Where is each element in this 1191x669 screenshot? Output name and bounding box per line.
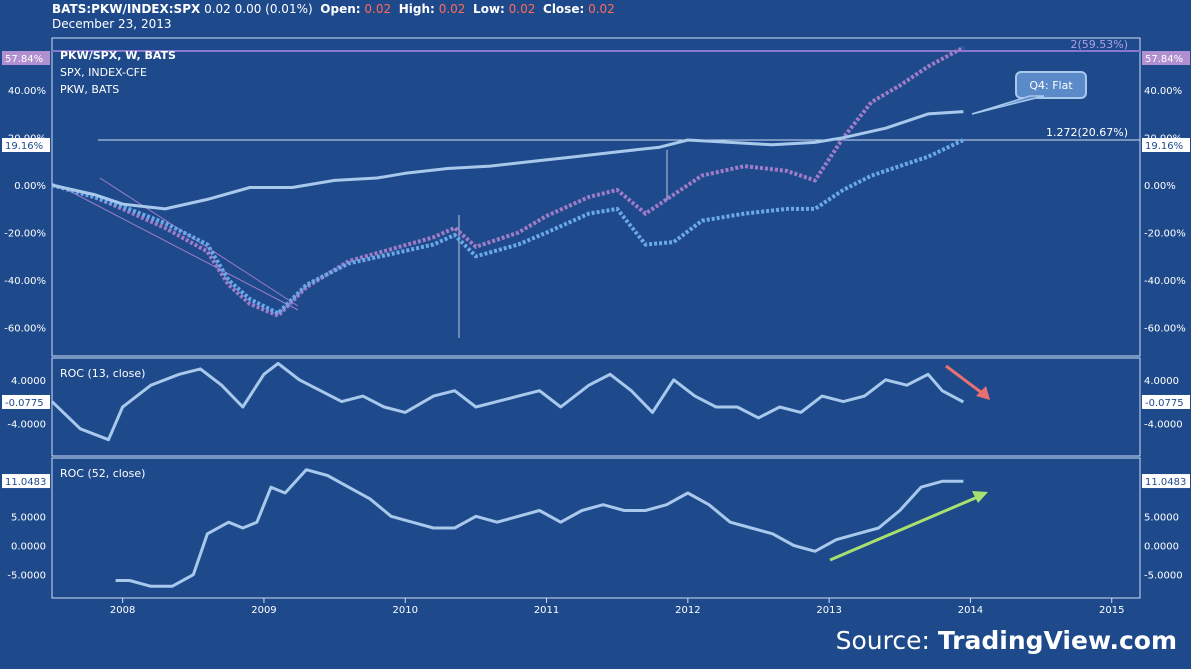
legend-entry: SPX, INDEX-CFE [60,66,147,79]
right-badge-top: 57.84% [1145,54,1183,65]
roc-y-tick-right: 4.0000 [1144,376,1179,387]
x-tick-label: 2011 [534,605,559,616]
x-tick-label: 2013 [816,605,841,616]
red-arrow-head [976,386,990,400]
source-prefix: Source: [835,626,938,655]
roc-y-tick-left: 4.0000 [11,376,46,387]
green-arrow-head [972,491,988,503]
x-tick-label: 2015 [1099,605,1124,616]
last-price: 0.02 [204,2,231,16]
y-tick-label-left: -40.00% [4,276,46,287]
roc-y-tick-left: -5.0000 [7,571,46,582]
legend-entry: PKW, BATS [60,83,119,96]
open-label: Open: [320,2,361,16]
x-tick-label: 2012 [675,605,700,616]
roc-badge-left: -0.0775 [5,398,44,409]
roc-badge-left: 11.0483 [5,477,46,488]
legend-entry: PKW/SPX, W, BATS [60,49,176,62]
fib-label-top: 2(59.53%) [1070,38,1128,51]
roc-line-roc52 [115,468,964,588]
open-value: 0.02 [364,2,392,16]
y-tick-label-left: -20.00% [4,229,46,240]
fib-label-mid: 1.272(20.67%) [1046,126,1128,139]
roc-badge-left-bg [2,474,50,489]
close-label: Close: [543,2,585,16]
series-pkw-purple [51,45,965,319]
green-up-arrow [829,491,988,562]
y-tick-label-right: -20.00% [1144,229,1186,240]
series-ratio-line [51,110,964,211]
x-tick-label: 2009 [251,605,276,616]
source-credit: Source: TradingView.com [836,626,1177,655]
source-brand: TradingView.com [937,626,1177,655]
y-tick-label-right: -40.00% [1144,276,1186,287]
callout-label: Q4: Flat [1029,79,1073,92]
y-tick-label-left: 0.00% [14,181,46,192]
right-badge-mid: 19.16% [1145,141,1183,152]
high-value: 0.02 [438,2,466,16]
left-badge-mid-bg [2,138,50,152]
roc-line-roc13 [50,361,965,442]
trend-line-1 [59,185,299,311]
roc-badge-right: 11.0483 [1145,477,1186,488]
y-tick-label-right: 40.00% [1144,86,1182,97]
roc-y-tick-right: -4.0000 [1144,419,1183,430]
change-pct: (0.01%) [265,2,313,16]
red-down-arrow [945,364,990,400]
right-badge-top-bg [1142,51,1190,65]
panel-frame-roc13 [51,357,1141,457]
low-value: 0.02 [508,2,536,16]
roc-y-tick-left: -4.0000 [7,419,46,430]
change: 0.00 [234,2,262,16]
green-arrow-shaft [829,494,981,562]
roc-y-tick-right: -5.0000 [1144,571,1183,582]
series-spx-blue [51,138,965,316]
date-line: December 23, 2013 [52,17,172,31]
left-badge-mid: 19.16% [5,141,43,152]
y-tick-label-right: 0.00% [1144,181,1176,192]
x-tick-label: 2014 [958,605,983,616]
y-tick-label-right: -60.00% [1144,324,1186,335]
quote-line: BATS:PKW/INDEX:SPX 0.02 0.00 (0.01%) Ope… [52,2,615,17]
y-tick-label-left: -60.00% [4,324,46,335]
right-badge-mid-bg [1142,138,1190,152]
roc-y-tick-left: 5.0000 [11,512,46,523]
roc-label: ROC (52, close) [60,467,145,480]
roc-label: ROC (13, close) [60,367,145,380]
low-label: Low: [473,2,505,16]
left-badge-top: 57.84% [5,54,43,65]
symbol[interactable]: BATS:PKW/INDEX:SPX [52,2,201,16]
roc-badge-right-bg [1142,394,1190,409]
callout-pointer [971,95,1045,115]
red-arrow-shaft [945,364,987,398]
panel-frame-main [51,37,1141,357]
roc-y-tick-right: 0.0000 [1144,542,1179,553]
roc-y-tick-right: 5.0000 [1144,512,1179,523]
high-label: High: [398,2,435,16]
roc-badge-right: -0.0775 [1145,398,1184,409]
trend-line-2 [99,177,299,307]
left-badge-top-bg [2,51,50,65]
y-tick-label-left: 40.00% [8,86,46,97]
x-tick-label: 2008 [110,605,135,616]
roc-badge-right-bg [1142,474,1190,489]
x-tick-label: 2010 [393,605,418,616]
close-value: 0.02 [588,2,615,16]
callout-box [1015,71,1087,99]
roc-y-tick-left: 0.0000 [11,542,46,553]
roc-badge-left-bg [2,394,50,409]
chart-header: BATS:PKW/INDEX:SPX 0.02 0.00 (0.01%) Ope… [52,2,615,32]
